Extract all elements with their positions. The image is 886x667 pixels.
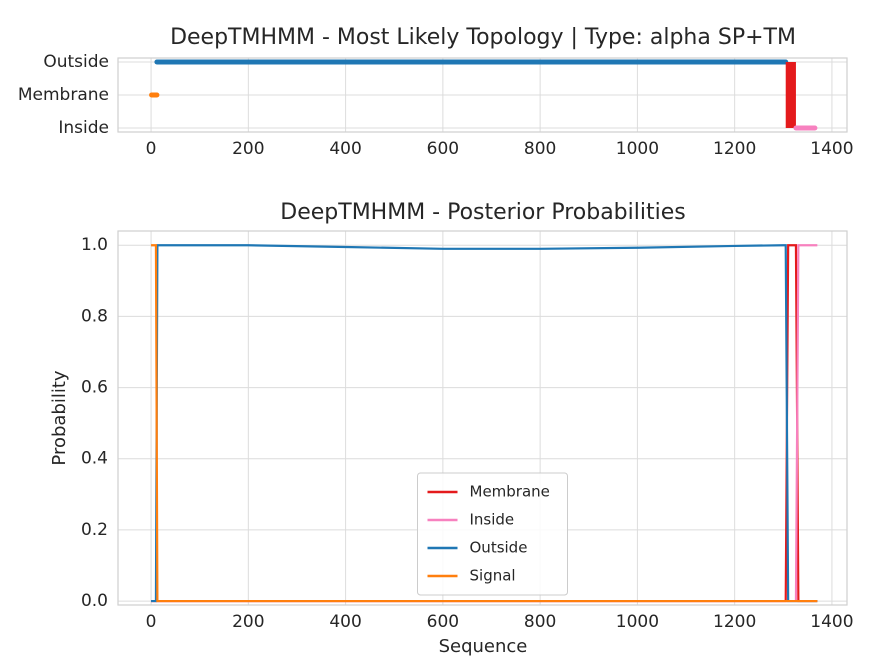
x-tick-label: 1400 — [810, 139, 853, 159]
y-tick-label: Membrane — [18, 85, 109, 105]
y-tick-label: 1.0 — [81, 235, 108, 255]
legend-label: Inside — [470, 511, 515, 529]
legend-box — [417, 472, 568, 596]
x-axis-label: Sequence — [439, 636, 528, 657]
legend-label: Signal — [470, 567, 516, 585]
y-tick-label: 0.0 — [81, 591, 108, 611]
y-tick-label: 0.4 — [81, 449, 108, 469]
x-tick-label: 200 — [232, 139, 264, 159]
y-tick-label: Inside — [58, 118, 109, 138]
x-tick-label: 0 — [146, 612, 157, 632]
x-tick-label: 600 — [427, 612, 459, 632]
y-tick-label: 0.6 — [81, 378, 108, 398]
y-axis-label: Probability — [49, 370, 70, 465]
topology-segment — [785, 62, 796, 128]
chart-title: DeepTMHMM - Most Likely Topology | Type:… — [170, 25, 796, 50]
x-tick-label: 600 — [427, 139, 459, 159]
x-tick-label: 1000 — [616, 139, 659, 159]
x-tick-label: 0 — [146, 139, 157, 159]
y-tick-label: 0.8 — [81, 306, 108, 326]
x-tick-label: 1200 — [713, 139, 756, 159]
x-tick-label: 1400 — [810, 612, 853, 632]
y-tick-label: Outside — [43, 52, 109, 72]
legend-label: Outside — [470, 539, 528, 557]
x-tick-label: 1000 — [616, 612, 659, 632]
x-tick-label: 400 — [329, 612, 361, 632]
series-line — [151, 244, 818, 603]
legend-label: Membrane — [470, 483, 550, 501]
chart-title: DeepTMHMM - Posterior Probabilities — [280, 200, 685, 225]
x-tick-label: 200 — [232, 612, 264, 632]
x-tick-label: 800 — [524, 139, 556, 159]
series-line — [151, 244, 818, 603]
x-tick-label: 800 — [524, 612, 556, 632]
x-tick-label: 400 — [329, 139, 361, 159]
y-tick-label: 0.2 — [81, 520, 108, 540]
plot-frame — [117, 57, 848, 133]
plot-frame — [117, 230, 848, 606]
x-tick-label: 1200 — [713, 612, 756, 632]
